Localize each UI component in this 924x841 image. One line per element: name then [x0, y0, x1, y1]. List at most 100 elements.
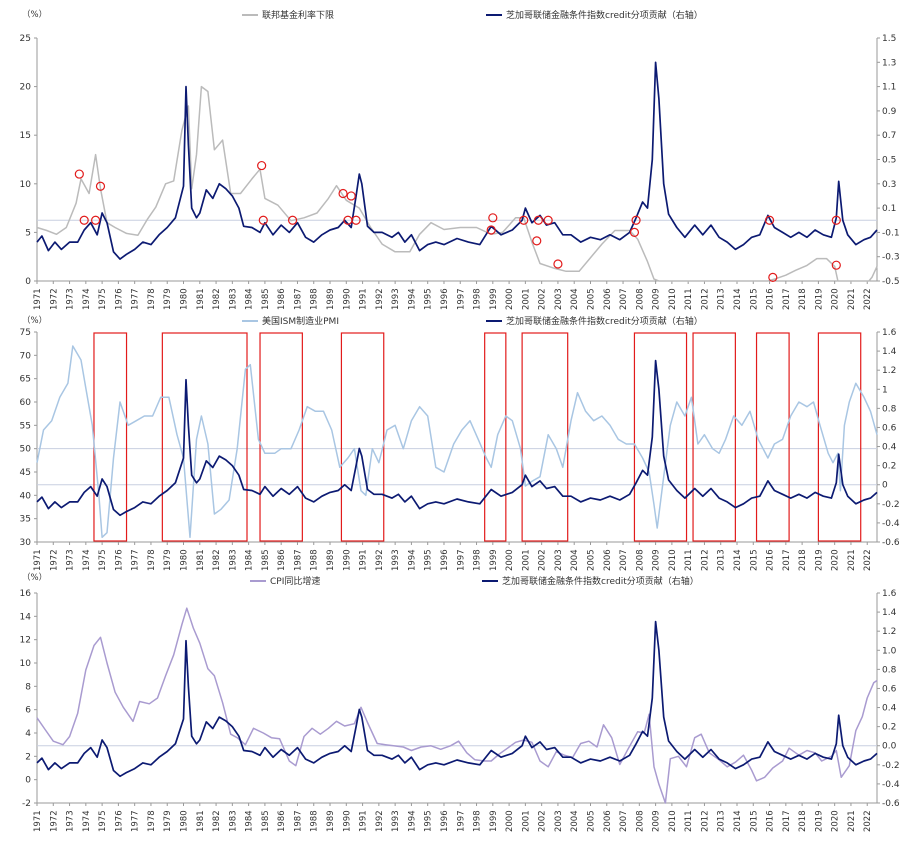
x-tick-label: 1998 [473, 549, 483, 571]
right-tick-label: 1 [882, 385, 888, 395]
left-tick-label: 75 [20, 328, 31, 338]
left-tick-label: 30 [20, 538, 32, 548]
highlight-period-box [161, 332, 248, 542]
rate-cut-marker [338, 188, 348, 199]
right-tick-label: 1.4 [882, 608, 897, 618]
rate-cut-marker [519, 215, 529, 225]
x-tick-label: 1984 [245, 549, 255, 571]
series-line-left-series [36, 85, 878, 282]
right-tick-label: 1.3 [882, 58, 896, 68]
legend-label: 美国ISM制造业PMI [262, 315, 339, 327]
left-tick-label: 70 [20, 351, 32, 361]
x-tick-label: 1993 [391, 288, 401, 310]
x-tick-label: 1984 [245, 288, 255, 310]
x-tick-label: 1984 [245, 810, 255, 832]
right-tick-label: 0.6 [882, 684, 897, 694]
x-tick-label: 1972 [49, 810, 59, 832]
x-tick-label: 2004 [570, 810, 580, 832]
x-tick-label: 1971 [33, 288, 43, 310]
rate-cut-marker [257, 160, 267, 171]
highlight-period-box [817, 332, 862, 542]
x-tick-label: 2017 [782, 549, 792, 571]
left-tick-label: -2 [22, 799, 31, 809]
chart-panel-top: 0 5 10 15 20 25 -0.5 -0.3 -0.1 0.1 0.3 0.5 0.7 0.9 1.1… [20, 9, 900, 310]
rate-cut-marker [351, 215, 361, 225]
right-tick-label: -0.4 [882, 519, 900, 529]
rate-cut-marker [764, 215, 775, 225]
left-tick-label: 45 [20, 468, 31, 478]
x-tick-label: 2006 [603, 549, 613, 571]
x-tick-label: 1989 [326, 288, 336, 310]
x-tick-label: 1991 [359, 288, 369, 310]
legend-label: 芝加哥联储金融条件指数credit分项贡献（右轴） [502, 575, 699, 587]
x-tick-label: 2021 [847, 549, 857, 571]
x-tick-label: 2016 [766, 549, 776, 571]
right-tick-label: 1.5 [882, 34, 896, 44]
x-tick-label: 2011 [684, 549, 694, 571]
legend-label: 芝加哥联储金融条件指数credit分项贡献（右轴） [506, 9, 703, 21]
x-tick-label: 1991 [359, 549, 369, 571]
x-tick-label: 2018 [798, 288, 808, 310]
x-tick-label: 1989 [326, 549, 336, 571]
x-tick-label: 2001 [521, 810, 531, 832]
x-tick-label: 1999 [489, 549, 499, 571]
x-tick-label: 1990 [342, 810, 352, 832]
rate-cut-marker [488, 213, 498, 223]
x-tick-label: 2010 [668, 549, 678, 571]
left-tick-label: 50 [20, 445, 32, 455]
right-tick-label: -0.6 [882, 538, 900, 548]
x-tick-label: 2006 [603, 810, 613, 832]
x-tick-label: 2018 [798, 810, 808, 832]
left-tick-label: 25 [20, 34, 31, 44]
x-tick-label: 1983 [228, 810, 238, 832]
left-tick-label: 2 [25, 752, 31, 762]
rate-cut-marker [543, 215, 553, 225]
x-tick-label: 1971 [33, 810, 43, 832]
x-tick-label: 2007 [619, 810, 629, 832]
x-tick-label: 2016 [766, 810, 776, 832]
x-tick-label: 2002 [538, 810, 548, 832]
rate-cut-marker [79, 215, 89, 225]
rate-cut-marker [258, 215, 268, 225]
x-tick-label: 1998 [473, 288, 483, 310]
rate-cut-marker [91, 215, 101, 225]
x-tick-label: 2022 [863, 288, 873, 310]
x-tick-label: 2019 [814, 288, 824, 310]
x-tick-label: 1993 [391, 810, 401, 832]
x-tick-label: 2008 [635, 810, 645, 832]
x-tick-label: 1992 [375, 288, 385, 310]
x-tick-label: 1975 [98, 549, 108, 571]
left-tick-label: 5 [25, 228, 31, 238]
legend-label: 联邦基金利率下限 [262, 9, 334, 21]
x-tick-label: 2005 [586, 288, 596, 310]
x-tick-label: 2008 [635, 288, 645, 310]
rate-cut-marker [629, 227, 640, 237]
right-tick-label: -0.3 [882, 253, 900, 263]
x-tick-label: 1972 [49, 288, 59, 310]
x-tick-label: 1987 [293, 810, 303, 832]
x-tick-label: 1996 [440, 549, 450, 571]
right-tick-label: 1.6 [882, 328, 897, 338]
x-tick-label: 2003 [554, 810, 564, 832]
legend-label: CPI同比增速 [270, 575, 320, 587]
right-tick-label: 0.7 [882, 131, 896, 141]
x-tick-label: 1978 [147, 288, 157, 310]
x-tick-label: 1974 [82, 288, 92, 310]
x-tick-label: 2004 [570, 288, 580, 310]
right-tick-label: 0.5 [882, 156, 896, 166]
x-tick-label: 1972 [49, 549, 59, 571]
right-tick-label: 1.6 [882, 589, 897, 599]
x-tick-label: 1987 [293, 549, 303, 571]
x-tick-label: 1985 [261, 549, 271, 571]
left-tick-label: 12 [20, 636, 31, 646]
left-tick-label: 4 [25, 729, 31, 739]
x-tick-label: 2000 [505, 288, 515, 310]
right-tick-label: 1.2 [882, 627, 896, 637]
x-tick-label: 2021 [847, 810, 857, 832]
rate-cut-marker [533, 215, 543, 225]
x-tick-label: 2020 [831, 549, 841, 571]
x-tick-label: 2018 [798, 549, 808, 571]
x-tick-label: 2003 [554, 288, 564, 310]
x-tick-label: 1997 [456, 549, 466, 571]
